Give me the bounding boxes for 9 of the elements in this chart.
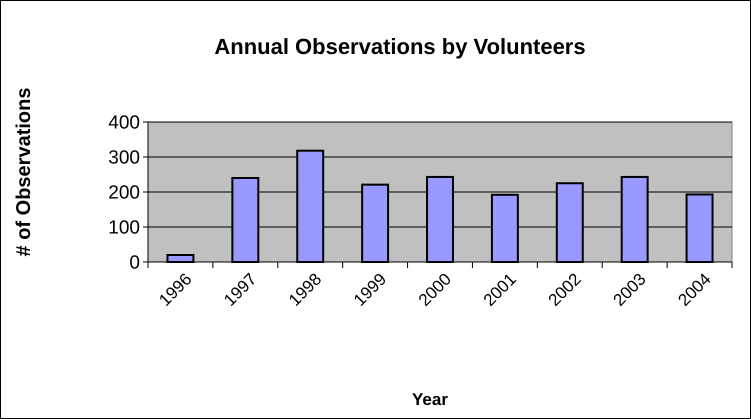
y-tick-label: 0 (129, 252, 140, 274)
x-axis-title: Year (412, 390, 448, 409)
y-axis-title: # of Observations (13, 88, 35, 256)
y-tick-label: 200 (108, 182, 140, 204)
y-tick-label: 400 (108, 112, 140, 134)
bar (166, 254, 194, 263)
y-tick-label: 300 (108, 148, 140, 169)
y-tick-label: 100 (108, 218, 140, 239)
chart-title: Annual Observations by Volunteers (214, 34, 586, 59)
